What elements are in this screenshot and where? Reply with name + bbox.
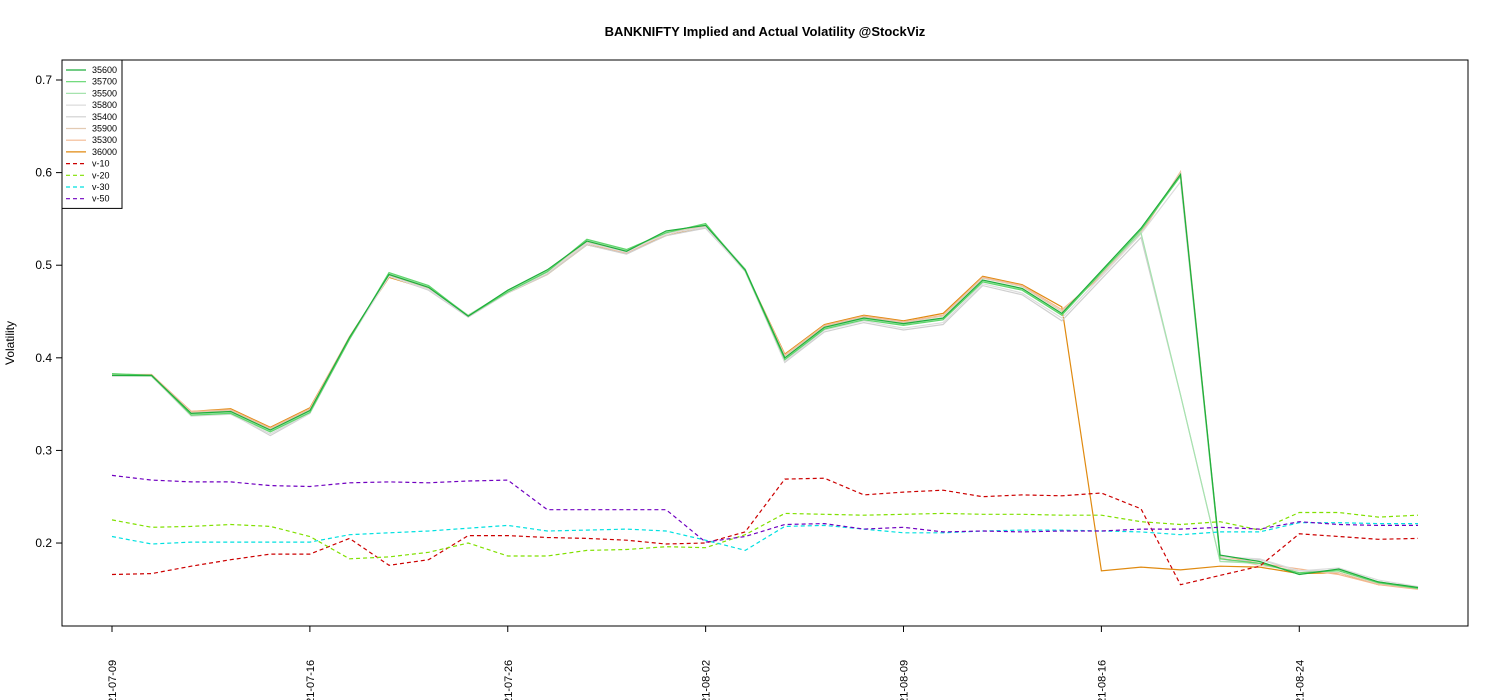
series-line [111,511,1419,560]
x-tick-label: 2021-08-16 [1096,660,1108,700]
x-tick-label: 2021-08-09 [899,660,911,700]
y-axis-label: Volatility [3,321,17,365]
y-tick-label: 0.4 [35,351,52,365]
series-line [112,180,1419,588]
legend-label: 35400 [92,112,117,122]
x-tick-label: 2021-07-09 [107,660,119,700]
legend-label: v-30 [92,182,110,192]
series-line [111,522,1418,552]
y-tick-label: 0.6 [35,166,52,180]
legend-label: 36000 [92,147,117,157]
series-line [112,169,1419,590]
y-tick-label: 0.7 [35,73,52,87]
y-tick-label: 0.2 [35,536,52,550]
legend-label: v-50 [92,194,110,204]
series-line [112,226,1419,589]
series-line [111,223,1419,589]
legend-label: v-20 [92,170,110,180]
x-tick-label: 2021-08-02 [701,660,713,700]
y-tick-label: 0.5 [35,258,52,272]
series-line [111,174,1419,589]
plot-frame [61,59,1469,627]
x-tick-label: 2021-07-16 [305,660,317,700]
legend-box [61,59,123,209]
legend-label: 35700 [92,77,117,87]
series-line [111,477,1419,586]
legend-label: 35800 [92,100,117,110]
legend-label: 35600 [92,65,117,75]
series-line [111,474,1418,543]
series-line [112,172,1419,589]
series-line [111,170,1419,589]
x-tick-label: 2021-07-26 [503,660,515,700]
x-tick-label: 2021-08-24 [1294,660,1306,700]
y-tick-label: 0.3 [35,443,52,457]
legend-label: 35300 [92,135,117,145]
legend-label: 35900 [92,124,117,134]
legend-label: v-10 [92,159,110,169]
chart-title: BANKNIFTY Implied and Actual Volatility … [605,24,926,39]
legend-label: 35500 [92,88,117,98]
